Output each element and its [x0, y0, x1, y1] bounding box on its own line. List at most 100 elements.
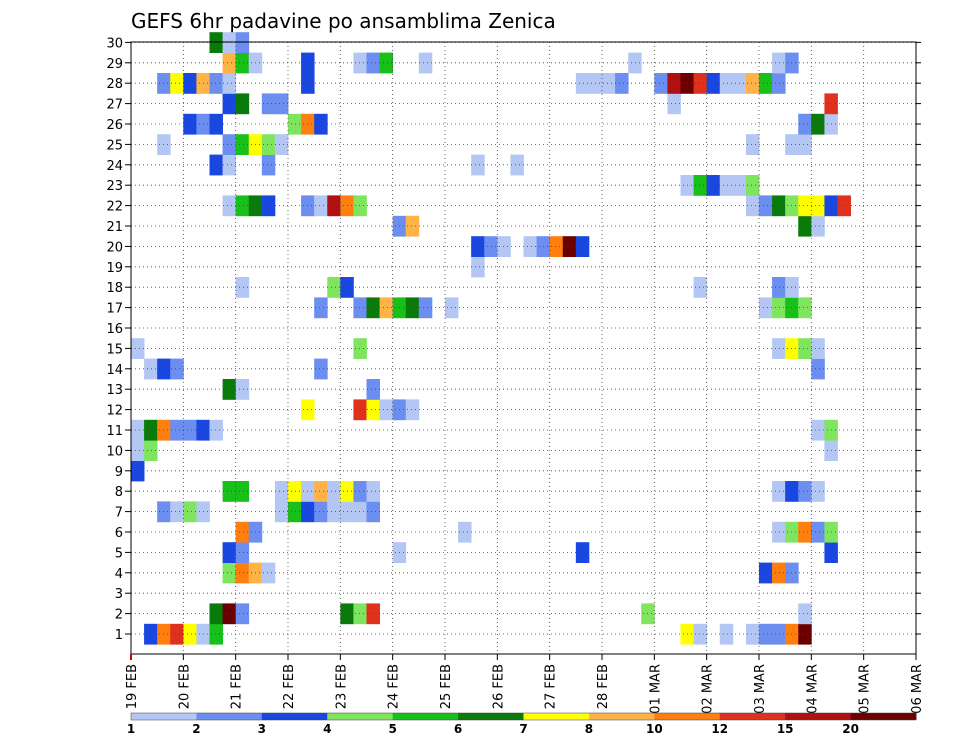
heatmap-cell	[706, 175, 721, 196]
heatmap-cell	[353, 338, 367, 359]
heatmap-cell	[288, 481, 302, 502]
y-tick-label: 3	[115, 587, 123, 602]
heatmap-cell	[772, 52, 786, 74]
heatmap-cell	[131, 440, 145, 461]
colorbar-label: 1	[127, 722, 135, 736]
heatmap-cells	[131, 32, 851, 645]
y-tick-label: 14	[106, 363, 123, 378]
heatmap-cell	[366, 481, 380, 502]
heatmap-cell	[523, 236, 537, 257]
heatmap-cell	[379, 297, 394, 319]
heatmap-cell	[222, 379, 237, 400]
heatmap-cell	[497, 236, 511, 257]
heatmap-cell	[353, 195, 367, 217]
heatmap-cell	[235, 93, 250, 115]
heatmap-cell	[405, 215, 420, 237]
heatmap-cell	[209, 603, 223, 625]
heatmap-cell	[719, 175, 734, 196]
y-tick-label: 26	[106, 118, 123, 133]
heatmap-cell	[314, 113, 328, 135]
heatmap-cell	[235, 521, 250, 543]
heatmap-cell	[366, 603, 380, 625]
heatmap-cell	[811, 215, 825, 237]
heatmap-cell	[759, 297, 773, 319]
heatmap-cell	[772, 195, 786, 217]
heatmap-cell	[144, 623, 158, 645]
colorbar-swatch	[196, 713, 263, 720]
heatmap-cell	[628, 52, 642, 74]
heatmap-cell	[274, 481, 289, 502]
heatmap-cell	[222, 154, 237, 176]
heatmap-cell	[484, 236, 498, 257]
heatmap-cell	[222, 93, 237, 115]
heatmap-cell	[327, 195, 341, 217]
heatmap-cell	[261, 134, 276, 155]
heatmap-cell	[314, 297, 328, 319]
heatmap-cell	[575, 73, 590, 94]
heatmap-cell	[274, 93, 289, 115]
heatmap-cell	[261, 93, 276, 115]
heatmap-cell	[745, 175, 760, 196]
y-tick-label: 8	[115, 485, 123, 500]
heatmap-cell	[366, 297, 380, 319]
colorbar-swatch	[785, 713, 852, 720]
heatmap-cell	[772, 277, 786, 298]
heatmap-cell	[353, 399, 367, 421]
heatmap-cell	[170, 73, 184, 94]
heatmap-cell	[811, 338, 825, 359]
heatmap-cell	[353, 481, 367, 502]
heatmap-cell	[471, 256, 485, 278]
heatmap-cell	[222, 52, 237, 74]
heatmap-cell	[222, 542, 237, 563]
heatmap-cell	[144, 419, 158, 441]
x-tick-label: 23 FEB	[334, 664, 349, 709]
colorbar-frame	[130, 712, 917, 721]
x-tick-label: 05 MAR	[858, 664, 873, 714]
heatmap-cell	[811, 195, 825, 217]
heatmap-cell	[366, 399, 380, 421]
heatmap-cell	[327, 501, 341, 523]
colorbar-swatch	[392, 713, 459, 720]
colorbar-label: 4	[323, 722, 331, 736]
heatmap-cell	[745, 134, 760, 155]
y-tick-label: 4	[115, 567, 123, 582]
heatmap-cell	[772, 338, 786, 359]
heatmap-cell	[798, 297, 812, 319]
y-axis: 1234567891011121314151617181920212223242…	[106, 36, 921, 643]
heatmap-cell	[405, 297, 420, 319]
y-tick-label: 19	[106, 261, 123, 276]
y-tick-label: 12	[106, 404, 123, 419]
y-tick-label: 9	[115, 465, 123, 480]
y-tick-label: 27	[106, 98, 123, 113]
heatmap-cell	[575, 542, 590, 563]
heatmap-cell	[353, 297, 367, 319]
heatmap-cell	[510, 154, 524, 176]
colorbar-label: 7	[519, 722, 527, 736]
heatmap-cell	[288, 501, 302, 523]
x-tick-label: 04 MAR	[805, 664, 820, 714]
heatmap-cell	[798, 195, 812, 217]
heatmap-cell	[745, 623, 760, 645]
heatmap-cell	[183, 419, 197, 441]
heatmap-cell	[353, 52, 367, 74]
heatmap-cell	[654, 73, 668, 94]
heatmap-cell	[405, 399, 420, 421]
heatmap-cell	[274, 501, 289, 523]
heatmap-cell	[667, 93, 681, 115]
y-tick-label: 5	[115, 546, 123, 561]
x-tick-label: 01 MAR	[648, 664, 663, 714]
heatmap-cell	[183, 113, 197, 135]
heatmap-cell	[772, 623, 786, 645]
heatmap-cell	[183, 501, 197, 523]
heatmap-cell	[235, 134, 250, 155]
heatmap-cell	[798, 481, 812, 502]
heatmap-cell	[144, 358, 158, 380]
heatmap-cell	[222, 134, 237, 155]
y-tick-label: 22	[106, 200, 123, 215]
heatmap-cell	[222, 32, 237, 53]
y-tick-label: 16	[106, 322, 123, 337]
heatmap-cell	[170, 623, 184, 645]
heatmap-cell	[549, 236, 564, 257]
heatmap-cell	[235, 481, 250, 502]
